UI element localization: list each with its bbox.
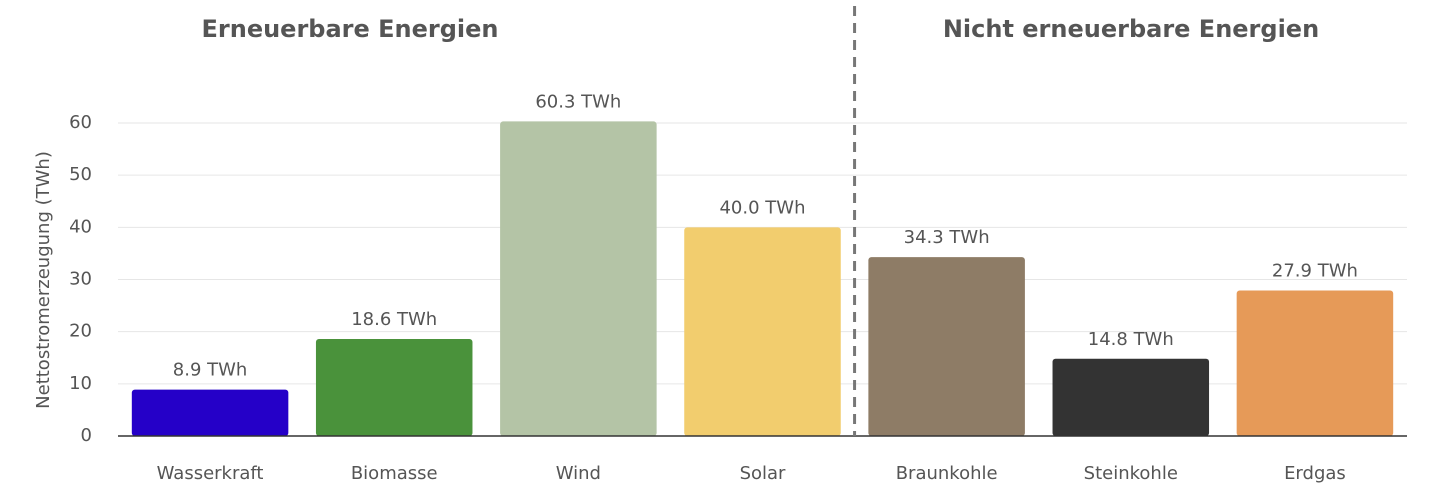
x-tick-label: Solar	[740, 463, 786, 484]
x-tick-label: Biomasse	[351, 463, 438, 484]
bar	[868, 257, 1025, 436]
group-title: Erneuerbare Energien	[202, 15, 499, 43]
x-tick-label: Wasserkraft	[157, 463, 264, 484]
value-label: 27.9 TWh	[1272, 260, 1358, 281]
y-tick-label: 40	[69, 216, 92, 237]
value-label: 14.8 TWh	[1088, 329, 1174, 350]
group-title: Nicht erneuerbare Energien	[943, 15, 1319, 43]
y-tick-label: 20	[69, 321, 92, 342]
bar	[131, 389, 289, 436]
bar	[1236, 290, 1394, 436]
y-axis-title: Nettostromerzeugung (TWh)	[33, 151, 54, 409]
y-tick-label: 30	[69, 269, 92, 290]
bar	[315, 338, 473, 436]
bar	[684, 227, 841, 436]
value-label: 60.3 TWh	[535, 91, 621, 112]
y-tick-label: 0	[81, 425, 92, 446]
x-tick-label: Braunkohle	[896, 463, 998, 484]
value-label: 18.6 TWh	[351, 309, 437, 330]
value-label: 8.9 TWh	[173, 360, 248, 381]
x-tick-label: Erdgas	[1284, 463, 1346, 484]
bar	[500, 121, 657, 436]
value-label: 40.0 TWh	[719, 197, 805, 218]
bar	[1052, 358, 1210, 436]
y-tick-label: 60	[69, 112, 92, 133]
x-tick-label: Wind	[556, 463, 601, 484]
y-tick-label: 50	[69, 164, 92, 185]
value-label: 34.3 TWh	[904, 227, 990, 248]
y-tick-label: 10	[69, 373, 92, 394]
x-tick-label: Steinkohle	[1084, 463, 1178, 484]
